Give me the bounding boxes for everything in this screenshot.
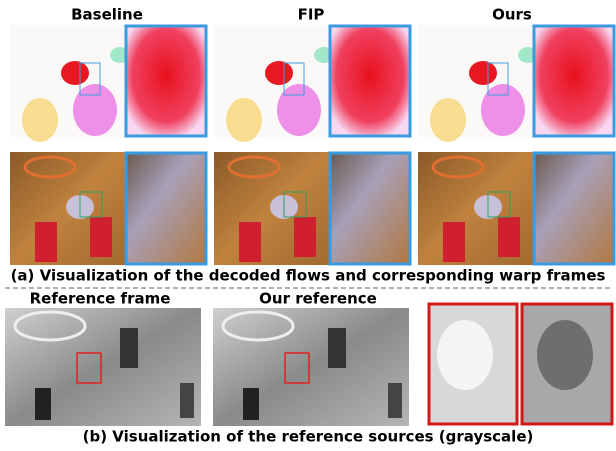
zoom-detail	[537, 320, 593, 390]
column-header: FIP	[298, 6, 325, 24]
column-header: Ours	[492, 6, 532, 24]
caption: (a) Visualization of the decoded flows a…	[11, 267, 606, 285]
warp-image	[214, 152, 410, 265]
reference-image	[213, 308, 409, 426]
zoom-detail	[437, 320, 493, 390]
warp-image	[10, 152, 206, 265]
reference-label: Our reference	[259, 290, 377, 308]
warp-image	[418, 152, 614, 265]
caption: (b) Visualization of the reference sourc…	[83, 428, 534, 446]
reference-label: Reference frame	[30, 290, 171, 308]
figure: Baseline FIP Ours (a) Visualization of t…	[0, 0, 616, 451]
column-header: Baseline	[71, 6, 143, 24]
flow-image	[214, 25, 410, 142]
flow-image	[418, 25, 614, 142]
reference-image	[5, 308, 201, 426]
flow-image	[10, 25, 206, 142]
